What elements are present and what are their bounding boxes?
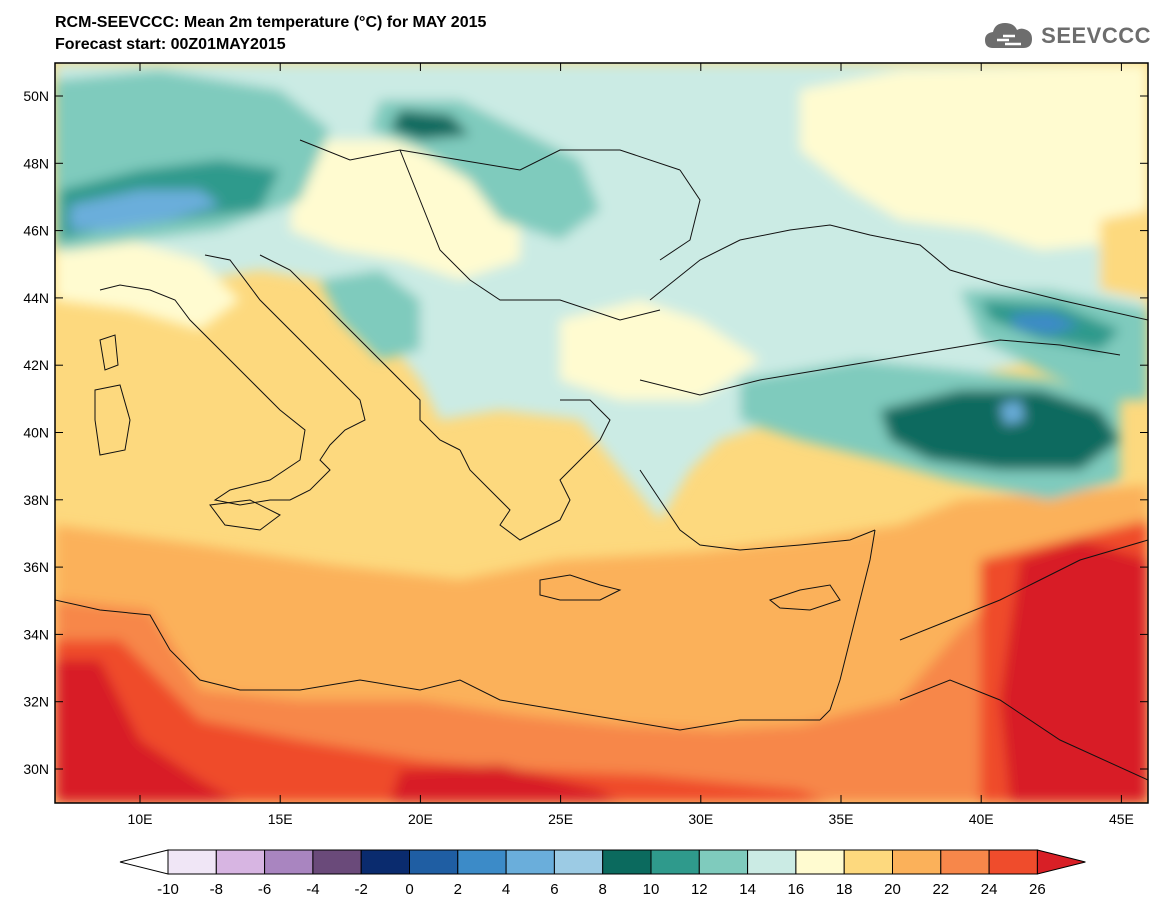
- coastlines: [55, 139, 1148, 781]
- temperature-field: [55, 63, 1148, 803]
- colorbar-label: -6: [258, 881, 271, 898]
- colorbar-box: [409, 849, 459, 875]
- lon-label: 15E: [268, 811, 293, 827]
- colorbar-box: [264, 849, 314, 875]
- colorbar-box: [360, 849, 411, 875]
- lon-label: 40E: [969, 811, 994, 827]
- colorbar-box: [795, 849, 845, 875]
- logo-text: SEEVCCC: [1041, 23, 1151, 48]
- colorbar-box: [988, 849, 1038, 875]
- colorbar-box: [457, 849, 507, 875]
- lon-label: 45E: [1109, 811, 1134, 827]
- colorbar-label: 24: [981, 881, 998, 898]
- lat-label: 36N: [23, 559, 49, 575]
- lat-label: 42N: [23, 357, 49, 373]
- cloud-logo-icon: [985, 23, 1033, 48]
- colorbar-label: 20: [884, 881, 901, 898]
- colorbar-box: [505, 849, 555, 875]
- colorbar-label: 12: [691, 881, 708, 898]
- colorbar-box: [698, 849, 749, 875]
- colorbar-label: 6: [550, 881, 558, 898]
- seevccc-logo: SEEVCCC: [983, 20, 1151, 52]
- lat-label: 40N: [23, 425, 49, 441]
- colorbar-label: -4: [306, 881, 319, 898]
- colorbar-max-arrow: [1036, 849, 1086, 875]
- colorbar-box: [602, 849, 652, 875]
- lat-label: 30N: [23, 761, 49, 777]
- colorbar: -10 -8 -6 -4 -2 0 2 4 6 8 10 12 14 16 18 20 22 24 26: [119, 849, 1086, 898]
- lat-label: 34N: [23, 626, 49, 642]
- lat-label: 44N: [23, 290, 49, 306]
- colorbar-label: 10: [643, 881, 660, 898]
- lon-label: 10E: [128, 811, 153, 827]
- colorbar-label: 8: [599, 881, 607, 898]
- colorbar-label: -10: [157, 881, 179, 898]
- colorbar-box: [312, 849, 362, 875]
- lat-label: 50N: [23, 88, 49, 104]
- colorbar-box: [940, 849, 990, 875]
- colorbar-box: [650, 849, 700, 875]
- colorbar-box: [747, 849, 797, 875]
- lat-label: 38N: [23, 492, 49, 508]
- colorbar-label: -2: [355, 881, 368, 898]
- colorbar-box: [167, 849, 217, 875]
- colorbar-label: -8: [210, 881, 223, 898]
- colorbar-label: 2: [454, 881, 462, 898]
- latitude-axis: 50N 48N 46N 44N 42N 40N 38N 36N 34N 32N 30N: [23, 88, 1148, 777]
- map-title: RCM-SEEVCCC: Mean 2m temperature (°C) fo…: [55, 14, 487, 31]
- colorbar-box: [553, 849, 604, 875]
- colorbar-box: [892, 849, 942, 875]
- colorbar-box: [215, 849, 266, 875]
- colorbar-label: 4: [502, 881, 510, 898]
- colorbar-min-arrow: [119, 849, 169, 875]
- lat-label: 46N: [23, 223, 49, 239]
- lon-label: 20E: [408, 811, 433, 827]
- lon-label: 35E: [829, 811, 854, 827]
- colorbar-label: 16: [788, 881, 805, 898]
- lat-label: 32N: [23, 694, 49, 710]
- colorbar-label: 22: [932, 881, 949, 898]
- colorbar-label: 18: [836, 881, 853, 898]
- colorbar-box: [843, 849, 894, 875]
- longitude-axis: 10E 15E 20E 25E 30E 35E 40E 45E: [128, 63, 1134, 827]
- lat-label: 48N: [23, 155, 49, 171]
- colorbar-label: 26: [1029, 881, 1046, 898]
- colorbar-label: 0: [405, 881, 413, 898]
- lon-label: 25E: [548, 811, 573, 827]
- colorbar-label: 14: [739, 881, 756, 898]
- forecast-start-label: Forecast start: 00Z01MAY2015: [55, 36, 286, 53]
- lon-label: 30E: [688, 811, 713, 827]
